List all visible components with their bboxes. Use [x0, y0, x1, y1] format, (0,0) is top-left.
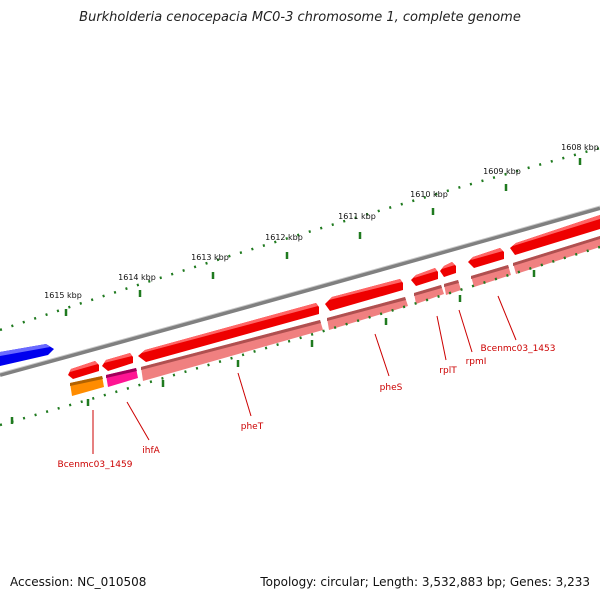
backbone-arc — [0, 206, 600, 377]
gene-label-ihfa: ihfA — [142, 446, 160, 456]
cds-phes — [325, 279, 403, 311]
cds-rpmi — [440, 262, 456, 277]
gene-label-phes: pheS — [380, 383, 403, 393]
outer-major-ticks — [64, 158, 582, 316]
genome-summary: Topology: circular; Length: 3,532,883 bp… — [260, 575, 590, 589]
scale-label-1613: 1613 kbp — [191, 253, 229, 262]
cds-row — [68, 215, 600, 379]
map-title: Burkholderia cenocepacia MC0-3 chromosom… — [79, 10, 521, 25]
backbone-highlight — [0, 205, 600, 374]
scale-label-1611: 1611 kbp — [338, 212, 376, 221]
gene-label-rplt: rplT — [439, 366, 457, 376]
gene-labels: Bcenmc03_1453 rpmI rplT pheS pheT ihfA B… — [58, 344, 556, 470]
gene-label-bcenmc03-1453: Bcenmc03_1453 — [481, 344, 556, 354]
cds-rplt — [411, 268, 438, 286]
gene-rpmi — [444, 280, 461, 295]
cds-bcenmc03-1459 — [68, 361, 99, 379]
gene-rplt — [414, 285, 444, 304]
gene-phes — [327, 297, 408, 330]
label-leaders — [92, 295, 517, 454]
cds-phet — [138, 303, 319, 362]
gene-label-phet: pheT — [241, 422, 264, 432]
gene-bcenmc03-1453 — [471, 265, 511, 287]
inner-scale-arc — [0, 245, 600, 427]
scale-labels: 1608 kbp 1609 kbp 1610 kbp 1611 kbp 1612… — [44, 143, 599, 300]
gene-row — [70, 236, 600, 396]
gene-phet — [141, 320, 323, 381]
gene-bcenmc03-1459-feature — [70, 376, 104, 396]
gene-next — [513, 236, 600, 274]
cds-bcenmc03-1453 — [468, 248, 504, 268]
gene-label-rpmi: rpmI — [466, 357, 487, 367]
gene-ihfa-feature — [106, 368, 138, 387]
inner-major-ticks — [10, 270, 536, 424]
scale-label-1608: 1608 kbp — [561, 143, 599, 152]
gene-label-bcenmc03-1459: Bcenmc03_1459 — [58, 460, 133, 470]
accession-label: Accession: NC_010508 — [10, 575, 147, 589]
reverse-feature — [0, 344, 54, 366]
scale-label-1610: 1610 kbp — [410, 190, 448, 199]
scale-label-1614: 1614 kbp — [118, 273, 156, 282]
scale-label-1615: 1615 kbp — [44, 291, 82, 300]
cds-ihfa — [102, 353, 133, 371]
cds-next — [510, 215, 600, 255]
scale-label-1612: 1612 kbp — [265, 233, 303, 242]
scale-label-1609: 1609 kbp — [483, 167, 521, 176]
